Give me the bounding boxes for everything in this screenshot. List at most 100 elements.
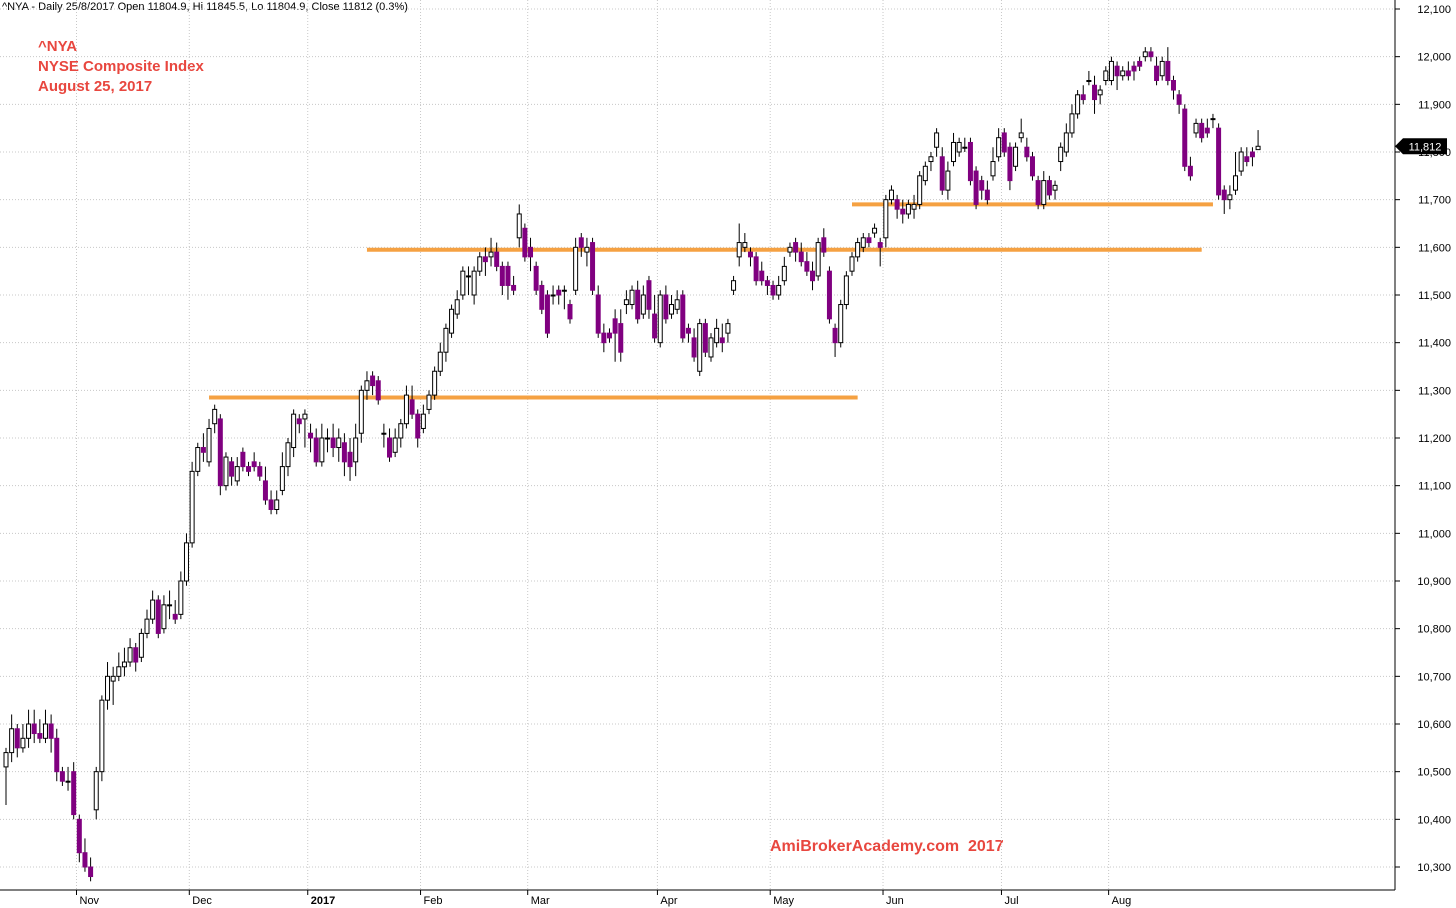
candle [640,285,646,319]
candle [753,252,759,286]
candle-body-down [753,256,759,282]
candle [1244,147,1250,167]
candle-body-down [313,437,319,463]
candle-body-down [76,818,82,854]
candle [415,409,421,448]
candle [313,428,319,467]
candle [584,237,590,267]
candle [1007,142,1013,191]
candle-body-down [877,242,883,248]
candle-body-down [747,251,753,258]
candle-body-down [663,294,669,320]
candle-body-down [415,413,421,439]
candle [708,333,714,362]
candle-body-down [268,499,274,511]
candle [370,371,376,396]
candle-body-down [826,270,832,320]
candle-body-down [409,399,415,415]
candle-body-up [274,499,280,511]
candle [1001,128,1007,157]
candle [533,261,539,295]
candle-body-up [905,203,911,215]
candle-body-up [358,389,364,434]
watermark: AmiBrokerAcademy.com 2017 [770,838,1004,855]
candle [59,766,65,786]
candle [1052,180,1058,200]
x-tick-label: Nov [80,895,100,907]
candle-body-down [810,270,816,282]
candle [714,318,720,348]
y-tick-label: 12,000 [1417,52,1451,64]
vertical-gridlines [76,0,1110,890]
candle [877,237,883,267]
candle-body-down [48,723,54,739]
candle [460,266,466,300]
candle [1125,61,1131,81]
candle [133,642,139,672]
candle-body-down [229,461,235,477]
candle-body-up [465,275,471,278]
candle [471,266,477,305]
last-price-tag: 11,812 [1395,138,1447,155]
candle-body-up [1097,89,1103,96]
candle-body-down [59,771,65,782]
candle-body-down [1080,94,1086,101]
candle-body-up [437,351,443,372]
y-tick-label: 10,800 [1417,624,1451,636]
candle-body-down [866,237,872,244]
candle [121,647,127,677]
candle-body-down [685,327,691,334]
candle [1249,147,1255,167]
candle [358,385,364,443]
candle-body-up [1255,145,1261,151]
candle [65,766,71,791]
candle [544,290,550,338]
candle [984,180,990,205]
candle-body-up [291,413,297,449]
candle-body-up [1013,146,1019,167]
candle-body-down [155,599,161,634]
candle [1024,137,1030,162]
candle-body-up [1238,151,1244,172]
candle [1204,118,1210,138]
candle-body-down [54,737,60,773]
candle [1216,123,1222,200]
candle [894,194,900,219]
candle [776,275,782,300]
candle [1069,104,1075,138]
candle [48,714,54,753]
candle [951,132,957,167]
axes [0,0,1396,891]
candle [116,652,122,682]
candle-body-up [477,256,483,272]
candle-body-up [167,604,173,607]
candle-body-down [482,256,488,263]
candle [1221,185,1227,214]
candle [105,662,111,710]
candle-body-down [798,251,804,263]
x-tick-label: Apr [660,895,677,907]
y-tick-label: 11,000 [1418,528,1451,540]
y-tick-label: 11,900 [1418,99,1451,111]
candle [274,490,280,515]
candle-body-down [1176,94,1182,105]
y-tick-label: 11,700 [1418,195,1451,207]
candle [595,285,601,338]
candle [652,295,658,343]
support-resistance-lines [209,202,1213,400]
candle-body-down [31,723,37,735]
candle-body-down [979,180,985,191]
candle-body-up [911,203,917,210]
candle [279,452,285,496]
x-tick-label: Dec [192,895,212,907]
candle [674,290,680,315]
candle-body-down [1029,156,1035,177]
candle-body-up [1227,194,1233,201]
candle-body-down [1125,70,1131,77]
candle [1120,66,1126,81]
candle [1210,113,1216,129]
candle [1159,56,1165,81]
candle [1154,56,1160,86]
candle-body-up [178,580,184,615]
